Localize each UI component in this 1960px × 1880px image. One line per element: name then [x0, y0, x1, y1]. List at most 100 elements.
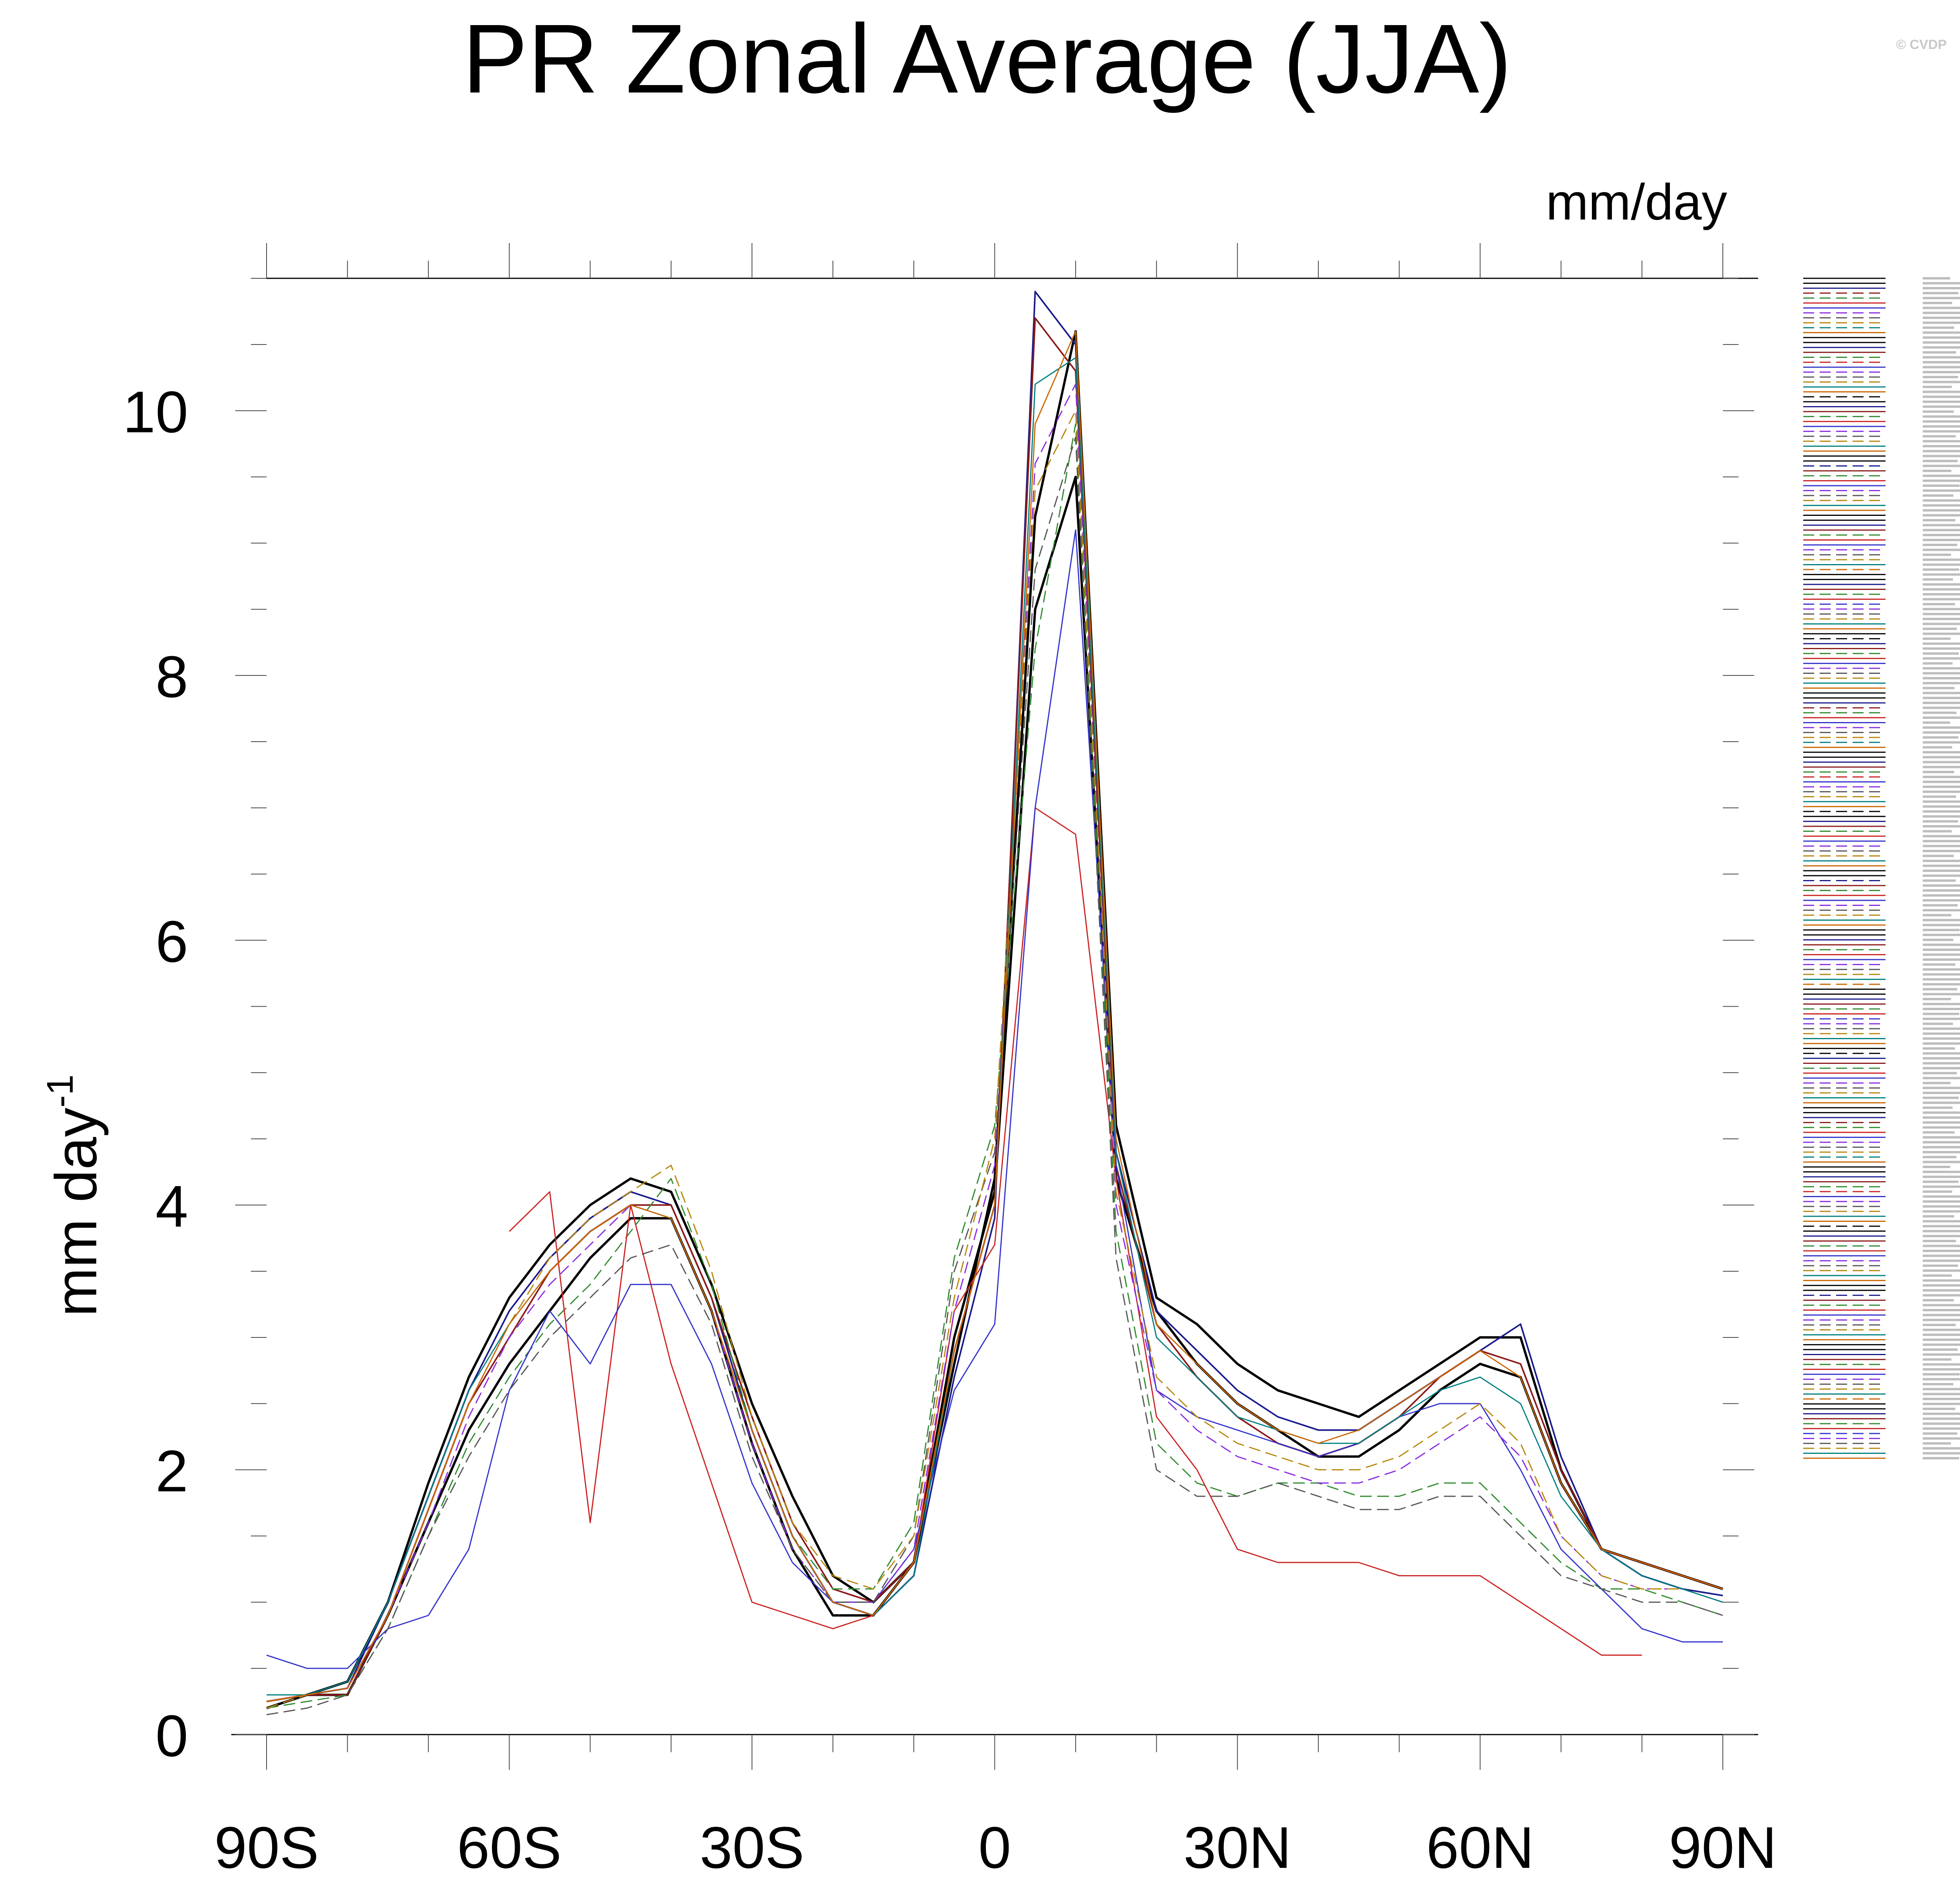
- legend-entry-text: [1923, 484, 1960, 487]
- legend-entry-text: [1923, 1319, 1960, 1321]
- legend-entry-text: [1923, 548, 1960, 551]
- series-line-3: [266, 290, 1723, 1702]
- legend-entry-text: [1923, 667, 1960, 670]
- legend-entry-text: [1923, 622, 1960, 625]
- legend-entry-text: [1923, 1417, 1960, 1420]
- legend-entry-text: [1923, 287, 1960, 290]
- legend-entry-text: [1923, 953, 1960, 956]
- legend-entry-text: [1923, 1156, 1956, 1158]
- legend-entry-text: [1923, 312, 1960, 314]
- series-line-5: [266, 423, 1723, 1709]
- legend-entry-text: [1923, 697, 1960, 699]
- legend-entry-text: [1923, 381, 1960, 383]
- legend-entry-text: [1923, 1102, 1960, 1104]
- legend-entry-text: [1923, 1180, 1958, 1183]
- legend-entry-text: [1923, 741, 1960, 744]
- legend-entry-text: [1923, 1338, 1960, 1341]
- legend-entry-text: [1923, 563, 1960, 566]
- legend-entry-text: [1923, 282, 1960, 285]
- legend-entry-text: [1923, 1363, 1960, 1366]
- legend-entry-text: [1923, 1018, 1960, 1020]
- legend-entry-text: [1923, 780, 1960, 783]
- series-line-8: [266, 383, 1723, 1709]
- legend-entry-text: [1923, 1264, 1958, 1267]
- legend-entry-text: [1923, 1037, 1960, 1040]
- legend-entry-text: [1923, 445, 1960, 448]
- legend-entry-text: [1923, 405, 1960, 408]
- x-tick-label: 0: [978, 1815, 1011, 1880]
- legend-entry-text: [1923, 988, 1957, 991]
- series-line-12: [266, 330, 1723, 1702]
- legend-entry-text: [1923, 795, 1956, 798]
- legend-entry-text: [1923, 1067, 1960, 1070]
- legend-entry-text: [1923, 1457, 1959, 1459]
- legend-entry-text: [1923, 336, 1960, 339]
- legend-entry-text: [1923, 1141, 1960, 1143]
- chart-title: PR Zonal Average (JJA): [462, 4, 1512, 113]
- legend-entry-text: [1923, 1239, 1956, 1242]
- y-tick-label: 4: [156, 1173, 188, 1239]
- legend-entry-text: [1923, 1309, 1960, 1312]
- legend-entry-text: [1923, 993, 1960, 996]
- legend-entry-text: [1923, 1151, 1960, 1154]
- legend-entry-text: [1923, 1200, 1960, 1203]
- legend-entry-text: [1923, 647, 1960, 650]
- legend-entry-text: [1923, 307, 1960, 309]
- legend-entry-text: [1923, 864, 1960, 867]
- legend-entry-text: [1923, 1106, 1953, 1109]
- legend-entry-text: [1923, 301, 1952, 304]
- legend-entry-text: [1923, 1185, 1960, 1188]
- legend-entry-text: [1923, 1007, 1960, 1010]
- legend-entry-text: [1923, 751, 1960, 754]
- legend-entry-text: [1923, 1195, 1960, 1198]
- legend-entry-text: [1923, 790, 1960, 793]
- plot-frame: [231, 278, 1758, 1735]
- legend-entry-text: [1923, 519, 1955, 522]
- legend-entry-text: [1923, 1348, 1958, 1351]
- legend-entry-text: [1923, 894, 1960, 897]
- legend-entry-text: [1923, 534, 1960, 536]
- legend-entry-text: [1923, 721, 1950, 724]
- legend-entry-text: [1923, 1042, 1960, 1045]
- legend-entry-text: [1923, 465, 1960, 467]
- legend-entry-text: [1923, 524, 1960, 526]
- series-line-4: [266, 317, 1723, 1702]
- legend-entry-text: [1923, 800, 1960, 803]
- legend-entry-text: [1923, 603, 1955, 606]
- legend-entry-text: [1923, 1176, 1960, 1178]
- legend-entry-text: [1923, 321, 1960, 324]
- legend-entry-text: [1923, 706, 1960, 709]
- legend-entry-text: [1923, 440, 1960, 443]
- legend-entry-text: [1923, 277, 1950, 279]
- legend-entry-text: [1923, 726, 1960, 729]
- series-line-7: [266, 529, 1723, 1669]
- legend-entry-text: [1923, 849, 1960, 852]
- legend-entry-text: [1923, 874, 1960, 877]
- legend-entry-text: [1923, 1403, 1960, 1405]
- legend-entry-text: [1923, 1087, 1960, 1089]
- legend-entry-text: [1923, 845, 1960, 847]
- legend-entry-text: [1923, 825, 1960, 827]
- legend-entry-text: [1923, 1027, 1960, 1030]
- legend-entry-text: [1923, 1013, 1959, 1015]
- legend-entry-text: [1923, 371, 1960, 374]
- legend-entry-text: [1923, 504, 1960, 507]
- legend-entry-text: [1923, 1294, 1960, 1297]
- legend-entry-text: [1923, 628, 1957, 630]
- x-tick-label: 90N: [1669, 1815, 1777, 1880]
- legend-entry-text: [1923, 608, 1960, 610]
- legend-entry-text: [1923, 672, 1960, 675]
- legend-entry-text: [1923, 578, 1953, 581]
- legend-entry-text: [1923, 736, 1958, 739]
- legend-entry-text: [1923, 1432, 1957, 1435]
- legend-entry-text: [1923, 1235, 1960, 1238]
- legend-entry-text: [1923, 326, 1954, 329]
- legend-entry-text: [1923, 1205, 1960, 1208]
- series-line-6: [509, 807, 1642, 1656]
- legend-entry-text: [1923, 1116, 1960, 1119]
- legend-entry-text: [1923, 544, 1957, 546]
- legend-entry-text: [1923, 1190, 1952, 1193]
- legend-entry-text: [1923, 1210, 1960, 1213]
- legend-entry-text: [1923, 963, 1955, 966]
- legend-entry-text: [1923, 1077, 1960, 1080]
